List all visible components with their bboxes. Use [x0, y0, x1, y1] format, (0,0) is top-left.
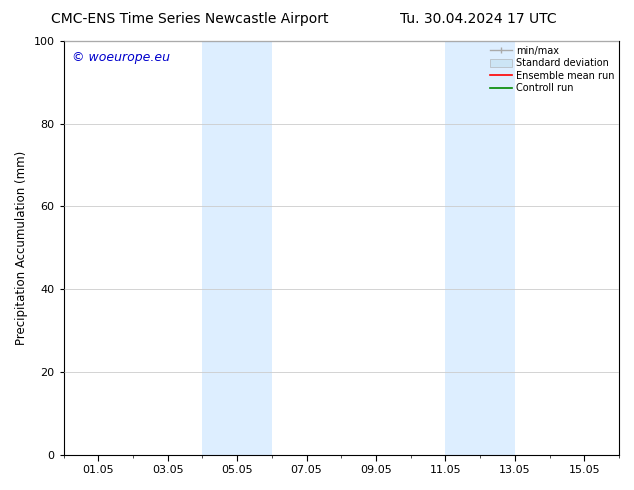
Text: CMC-ENS Time Series Newcastle Airport: CMC-ENS Time Series Newcastle Airport	[51, 12, 329, 26]
Bar	[202, 41, 272, 455]
Text: © woeurope.eu: © woeurope.eu	[72, 51, 170, 64]
Bar	[446, 41, 515, 455]
Text: Tu. 30.04.2024 17 UTC: Tu. 30.04.2024 17 UTC	[400, 12, 557, 26]
Y-axis label: Precipitation Accumulation (mm): Precipitation Accumulation (mm)	[15, 151, 28, 345]
Legend: min/max, Standard deviation, Ensemble mean run, Controll run: min/max, Standard deviation, Ensemble me…	[488, 44, 616, 95]
